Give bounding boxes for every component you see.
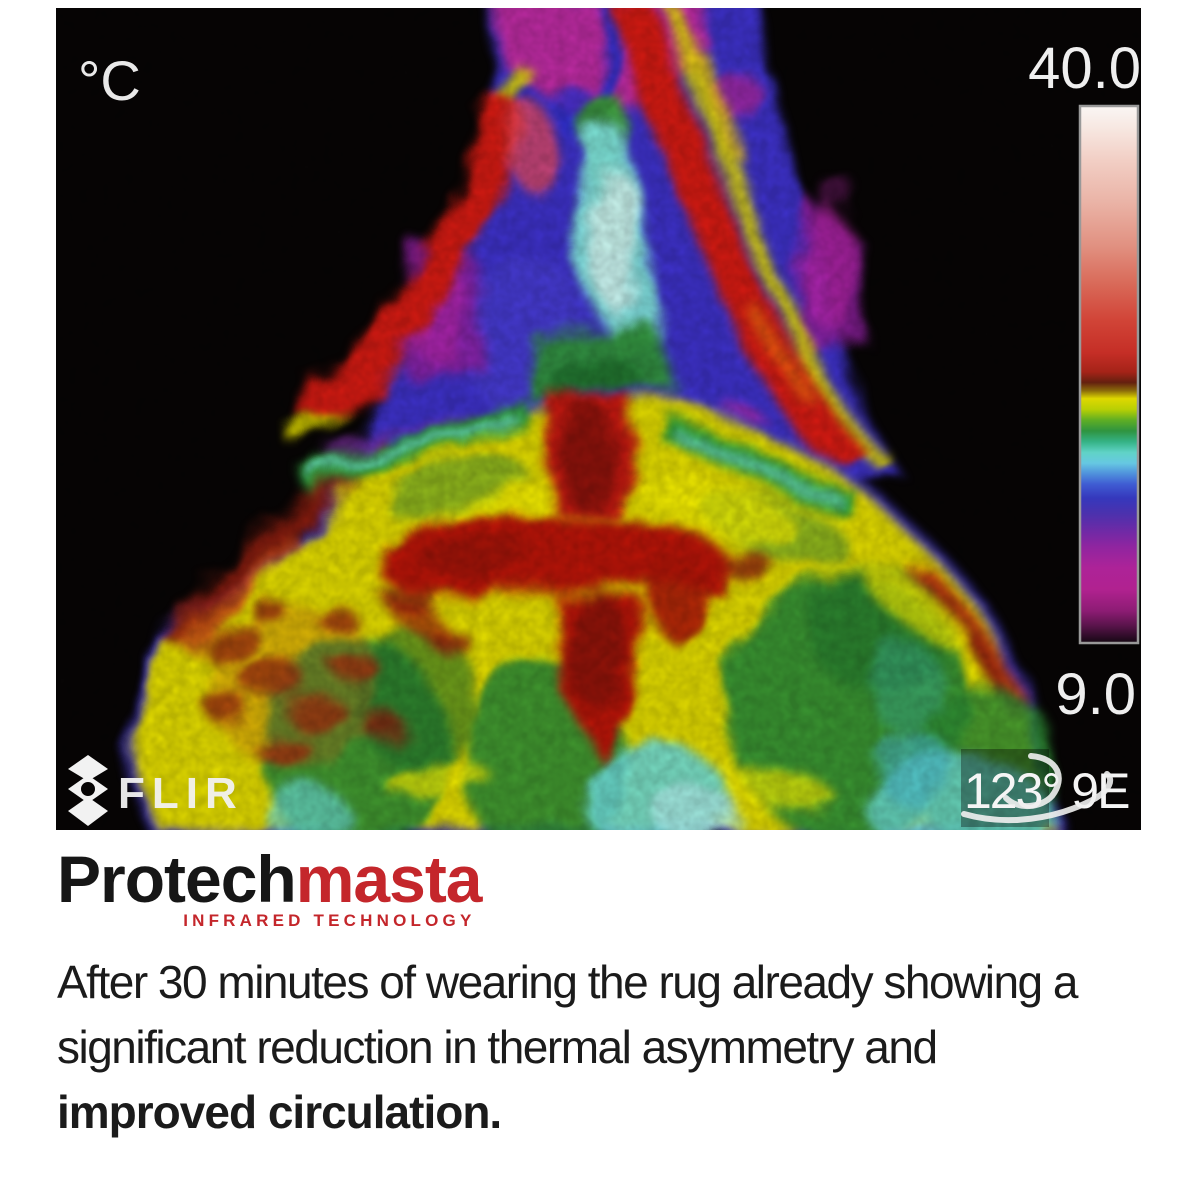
unit-label: °C	[78, 49, 141, 112]
caption-line-1: After 30 minutes of wearing the rug alre…	[57, 956, 1079, 1008]
thermal-image-svg: °C 40.0 9.0 123° 9E FLIR	[56, 8, 1141, 830]
flir-diamond-icon	[68, 755, 108, 826]
grain-overlay	[56, 8, 1141, 830]
scale-min-label: 9.0	[1055, 662, 1136, 727]
reading-swoosh	[961, 753, 1114, 824]
logo-tagline: INFRARED TECHNOLOGY	[183, 911, 476, 930]
flir-logo: FLIR	[68, 755, 244, 826]
scale-max-label: 40.0	[1028, 36, 1141, 101]
logo-word-masta: masta	[295, 842, 483, 916]
flir-logo-text: FLIR	[118, 769, 244, 818]
caption-line-2: significant reduction in thermal asymmet…	[57, 1021, 938, 1073]
caption-text: After 30 minutes of wearing the rug alre…	[57, 950, 1157, 1145]
flir-thermal-photo: °C 40.0 9.0 123° 9E FLIR	[56, 8, 1141, 830]
caption-line-3: improved circulation.	[57, 1086, 502, 1138]
logo-word-protech: Protech	[57, 842, 297, 916]
temperature-colorbar	[1078, 104, 1140, 645]
protechmasta-logo: Protechmasta INFRARED TECHNOLOGY	[57, 846, 483, 931]
logo-wordmark: Protechmasta	[57, 846, 483, 912]
